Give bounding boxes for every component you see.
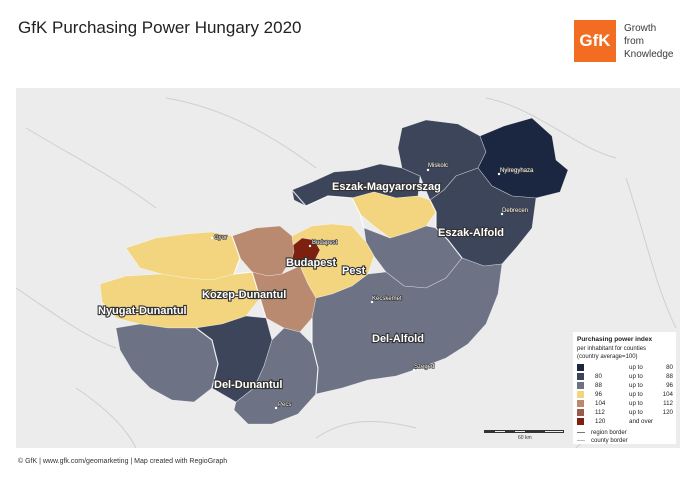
gfk-logo: GfK Growth from Knowledge xyxy=(574,20,684,66)
legend-region-border: region border xyxy=(577,430,627,436)
legend-class-row: 96 up to 104 xyxy=(577,391,673,399)
city-label-szeged: Szeged xyxy=(414,364,434,370)
county-border-line xyxy=(577,439,585,441)
city-label-budapest: Budapest xyxy=(312,240,338,246)
city-label-debrecen: Debrecen xyxy=(502,208,528,214)
city-dot-szeged xyxy=(412,368,416,372)
legend-range-label: up to xyxy=(629,400,643,407)
legend-swatch xyxy=(577,373,584,380)
region-borders xyxy=(195,189,463,395)
legend-to: 112 xyxy=(663,400,673,407)
region-label-del-alfold: Del-Alfold xyxy=(372,333,424,345)
legend-county-border: county border xyxy=(577,438,628,444)
region-label-budapest: Budapest xyxy=(286,257,336,269)
logo-line-2: from xyxy=(624,36,644,47)
city-dot-pecs xyxy=(274,406,278,410)
legend-subtitle-1: per inhabitant for counties xyxy=(577,346,647,352)
region-label-del-dunantul: Del-Dunantul xyxy=(214,379,282,391)
legend-to: 104 xyxy=(662,391,673,398)
legend-range-label: up to xyxy=(629,373,643,380)
city-dot-miskolc xyxy=(426,168,430,172)
legend-class-row: 120 and over xyxy=(577,418,673,426)
logo-line-1: Growth xyxy=(624,23,657,34)
legend-from: 104 xyxy=(595,400,606,407)
region-label-kozep-dunantul: Kozep-Dunantul xyxy=(202,289,286,301)
legend-from: 120 xyxy=(595,418,606,425)
city-dot-nyiregyhaza xyxy=(497,172,501,176)
gfk-logo-tagline: Growth from Knowledge xyxy=(624,22,673,61)
legend-swatch xyxy=(577,364,584,371)
legend-from: 88 xyxy=(595,382,602,389)
county-komarom[interactable] xyxy=(231,225,295,277)
hungary-map[interactable]: Miskolc Nyiregyhaza Debrecen Gyor Budape… xyxy=(16,88,680,448)
region-label-eszak-magyarorszag: Eszak-Magyarorszag xyxy=(332,181,441,193)
legend-from: 112 xyxy=(595,409,605,416)
legend-range-label: up to xyxy=(629,382,643,389)
region-label-nyugat-dunantul: Nyugat-Dunantul xyxy=(98,305,187,317)
legend-range-label: up to xyxy=(629,409,643,416)
legend-range-label: up to xyxy=(629,364,643,371)
legend-to: 96 xyxy=(666,382,673,389)
county-budapest[interactable] xyxy=(291,237,321,265)
region-labels: Eszak-Magyarorszag Eszak-Alfold Budapest… xyxy=(97,180,505,392)
legend-swatch xyxy=(577,418,584,425)
legend-range-label: up to xyxy=(629,391,643,398)
legend-county-border-label: county border xyxy=(591,438,628,444)
legend-to: 80 xyxy=(666,364,673,371)
scale-seg xyxy=(525,431,545,432)
scale-bar-label: 60 km xyxy=(518,435,532,441)
region-label-eszak-alfold: Eszak-Alfold xyxy=(438,227,504,239)
legend-swatch xyxy=(577,400,584,407)
legend-class-row: up to 80 xyxy=(577,364,673,372)
legend-range-label: and over xyxy=(629,418,654,425)
city-dot-kecskemet xyxy=(370,300,374,304)
scale-bar-segments xyxy=(484,430,564,433)
legend-title: Purchasing power index xyxy=(577,336,653,343)
map-frame[interactable]: Miskolc Nyiregyhaza Debrecen Gyor Budape… xyxy=(16,88,680,448)
city-dot-debrecen xyxy=(500,212,504,216)
legend-swatch xyxy=(577,382,584,389)
city-label-kecskemet: Kecskemet xyxy=(372,296,402,302)
region-label-pest: Pest xyxy=(342,265,366,277)
city-dot-budapest xyxy=(308,244,312,248)
county-nograd-pest-north[interactable] xyxy=(351,191,437,239)
map-title: GfK Purchasing Power Hungary 2020 xyxy=(18,18,302,37)
legend-class-row: 104 up to 112 xyxy=(577,400,673,408)
scale-seg xyxy=(485,431,495,432)
logo-line-3: Knowledge xyxy=(624,49,674,60)
scale-seg xyxy=(505,431,515,432)
legend-class-row: 88 up to 96 xyxy=(577,382,673,390)
legend-from: 80 xyxy=(595,373,602,380)
legend-region-border-label: region border xyxy=(591,430,627,436)
city-label-nyiregyhaza: Nyiregyhaza xyxy=(500,168,534,174)
region-border-line xyxy=(577,431,585,433)
scale-bar: 60 km xyxy=(484,430,564,444)
legend-to: 120 xyxy=(662,409,673,416)
city-markers: Miskolc Nyiregyhaza Debrecen Gyor Budape… xyxy=(210,162,535,410)
legend-to: 88 xyxy=(666,373,673,380)
legend-class-row: 80 up to 88 xyxy=(577,373,673,381)
legend-swatch xyxy=(577,391,584,398)
city-dot-gyor xyxy=(210,236,214,240)
city-label-pecs: Pecs xyxy=(278,402,291,408)
gfk-logo-mark: GfK xyxy=(574,20,616,62)
county-vas-veszprem[interactable] xyxy=(99,271,261,329)
city-label-miskolc: Miskolc xyxy=(428,163,448,169)
county-zala[interactable] xyxy=(115,323,219,403)
credit-line: © GfK | www.gfk.com/geomarketing | Map c… xyxy=(18,458,228,465)
map-legend: Purchasing power index per inhabitant fo… xyxy=(573,332,676,444)
legend-subtitle-2: (country average=100) xyxy=(577,354,638,360)
city-label-gyor: Gyor xyxy=(214,235,227,241)
legend-class-row: 112 up to 120 xyxy=(577,409,673,417)
legend-from: 96 xyxy=(595,391,602,398)
legend-swatch xyxy=(577,409,584,416)
